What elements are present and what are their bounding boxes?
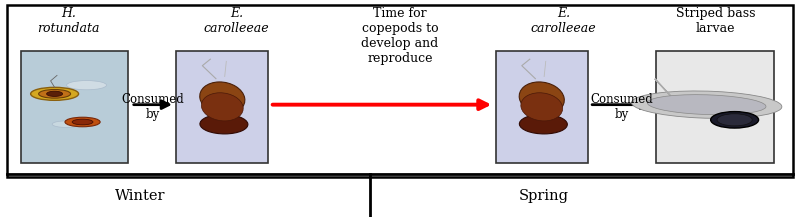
Text: Consumed
by: Consumed by (590, 93, 654, 121)
Ellipse shape (717, 114, 752, 126)
Text: Spring: Spring (518, 189, 569, 203)
Ellipse shape (66, 81, 106, 90)
Ellipse shape (519, 82, 564, 114)
Ellipse shape (72, 119, 93, 125)
Ellipse shape (65, 117, 100, 127)
Ellipse shape (200, 82, 245, 114)
Ellipse shape (519, 114, 567, 134)
Ellipse shape (200, 114, 248, 134)
Text: E.
carolleeae: E. carolleeae (203, 7, 269, 35)
Bar (7, 5, 793, 177)
Text: H.
rotundata: H. rotundata (38, 7, 100, 35)
Ellipse shape (202, 93, 243, 121)
Bar (496, 51, 588, 163)
Ellipse shape (30, 87, 78, 100)
Bar (655, 51, 774, 163)
Text: Consumed
by: Consumed by (121, 93, 184, 121)
Ellipse shape (710, 112, 758, 128)
Ellipse shape (46, 91, 62, 96)
Text: Winter: Winter (115, 189, 166, 203)
Text: E.
carolleeae: E. carolleeae (531, 7, 597, 35)
Ellipse shape (521, 93, 562, 121)
Ellipse shape (647, 95, 766, 115)
Polygon shape (654, 79, 670, 96)
Ellipse shape (38, 90, 70, 98)
Bar (21, 51, 129, 163)
Ellipse shape (631, 91, 782, 118)
Ellipse shape (52, 121, 81, 128)
Text: Striped bass
larvae: Striped bass larvae (676, 7, 755, 35)
Text: Time for
copepods to
develop and
reproduce: Time for copepods to develop and reprodu… (362, 7, 438, 65)
Bar (176, 51, 268, 163)
